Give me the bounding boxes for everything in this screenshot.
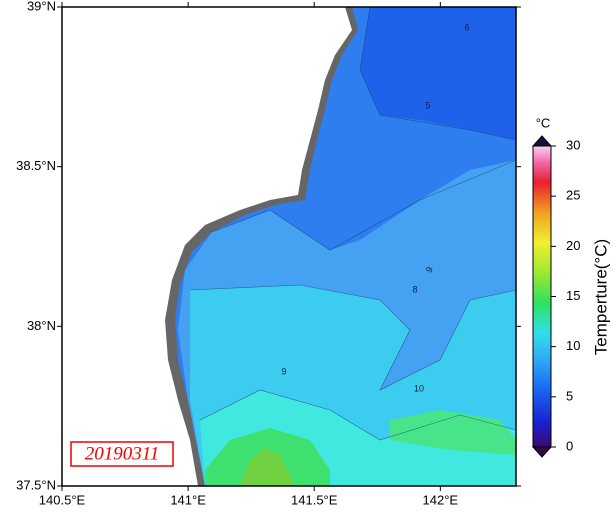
contour-label: 9 [424,265,435,274]
date-box [70,441,174,467]
contour-label: 6 [464,22,469,32]
lon-tick-label: 141.5°E [291,492,338,507]
contour-label: 8 [412,284,417,294]
lat-tick-label: 38.5°N [16,158,56,173]
colorbar-tick-label: 5 [566,388,573,403]
lat-tick-label: 37.5°N [16,477,56,492]
colorbar-tick-label: 20 [566,238,580,253]
lat-tick-label: 38°N [27,318,56,333]
map-area [62,7,516,486]
contour-label: 10 [414,383,424,393]
sea-green-patch [390,410,516,455]
colorbar [532,145,552,448]
colorbar-tick-label: 15 [566,288,580,303]
colorbar-max-arrow [531,135,553,147]
colorbar-unit: °C [536,115,551,130]
map-frame [61,6,517,487]
lon-tick-label: 140.5°E [39,492,86,507]
colorbar-label: Temperture(°C) [591,239,610,355]
contour [359,7,516,141]
lon-tick-label: 141°E [170,492,206,507]
colorbar-min-arrow [531,446,553,458]
lon-tick-label: 142°E [423,492,459,507]
contour [189,284,516,391]
colorbar-tick-label: 30 [566,137,580,152]
contour-label: 5 [425,100,430,110]
sea-cold [360,7,516,140]
colorbar-tick-label: 10 [566,338,580,353]
contour [199,389,516,441]
date-label: 20190311 [85,443,160,464]
sea-hot [240,448,295,486]
lat-tick-label: 39°N [27,0,56,13]
colorbar-tick-label: 0 [566,438,573,453]
contour [211,159,516,251]
colorbar-tick-label: 25 [566,188,580,203]
contour-label: 9 [281,366,286,376]
